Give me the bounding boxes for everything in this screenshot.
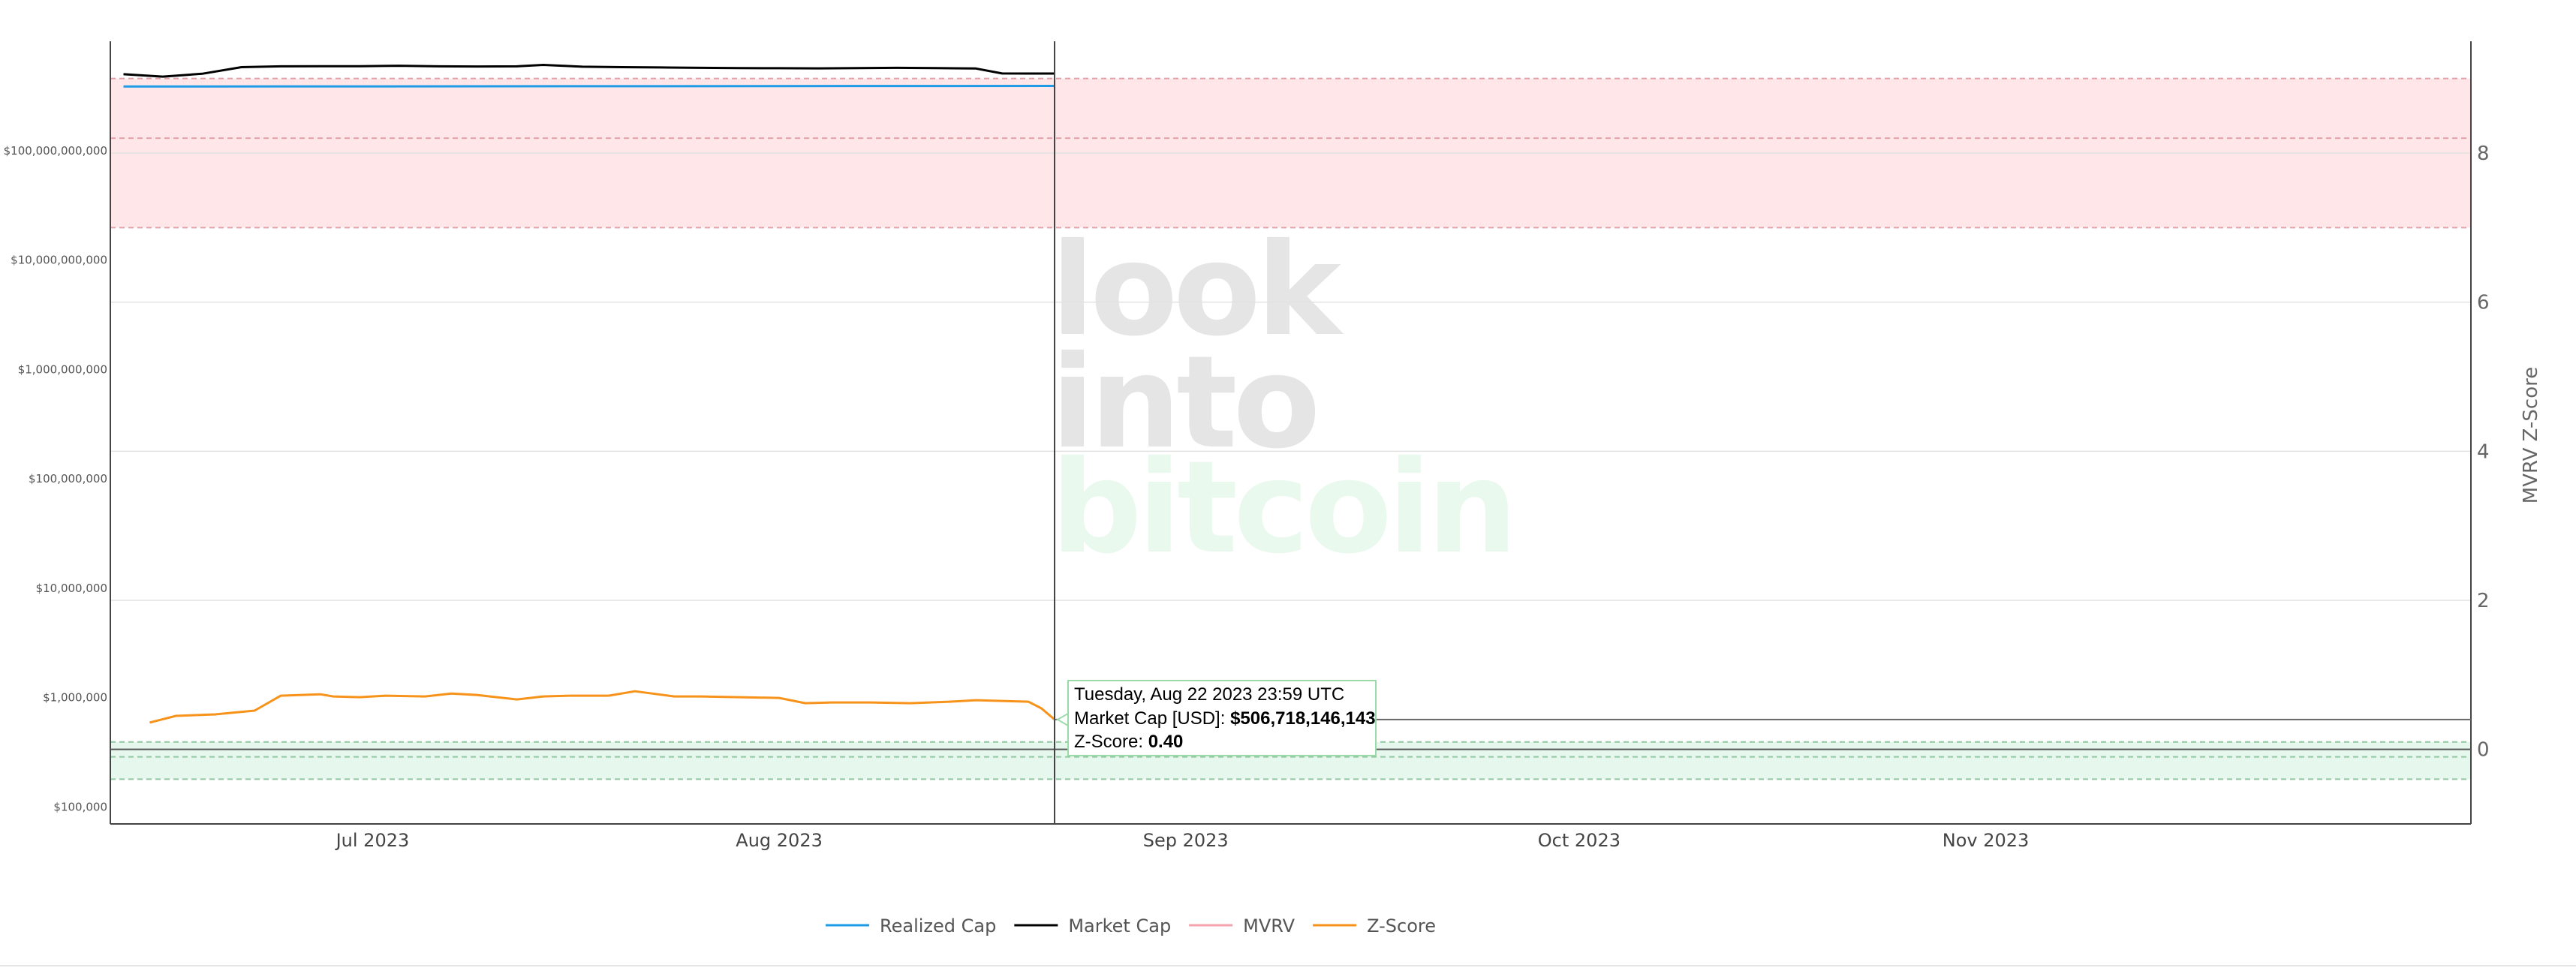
legend-label-mvrv: MVRV: [1243, 915, 1295, 936]
legend-item-market-cap[interactable]: Market Cap: [1014, 915, 1171, 936]
tooltip-market-cap: Market Cap [USD]: $506,718,146,143: [1074, 708, 1376, 729]
market-cap-line: [123, 64, 1055, 78]
right-axis-tick-label: 2: [2477, 590, 2490, 612]
left-axis-tick-label: $10,000,000,000: [11, 254, 107, 267]
x-axis-tick-label: Sep 2023: [1143, 830, 1229, 851]
legend: Realized Cap Market Cap MVRV Z-Score: [826, 915, 1436, 936]
tooltip-market-cap-value: $506,718,146,143: [1230, 708, 1376, 729]
tooltip-zscore-label: Z-Score:: [1074, 732, 1148, 752]
x-axis-tick-label: Oct 2023: [1538, 830, 1621, 851]
legend-item-realized-cap[interactable]: Realized Cap: [826, 915, 996, 936]
tooltip-zscore: Z-Score: 0.40: [1074, 732, 1183, 752]
right-axis-title: MVRV Z-Score: [2520, 367, 2542, 504]
legend-label-market-cap: Market Cap: [1068, 915, 1171, 936]
realized-cap-line: [123, 85, 1055, 88]
left-axis-tick-label: $1,000,000,000: [18, 362, 107, 376]
left-axis-tick-label: $100,000,000: [29, 472, 107, 486]
x-axis-tick-label: Aug 2023: [736, 830, 823, 851]
left-axis-tick-label: $1,000,000: [43, 691, 107, 705]
right-axis-tick-label: 4: [2477, 440, 2490, 463]
left-axis-tick-label: $10,000,000: [36, 582, 107, 595]
watermark: look into bitcoin: [1051, 216, 1518, 582]
watermark-into: into: [1051, 329, 1316, 477]
legend-label-z-score: Z-Score: [1367, 915, 1436, 936]
x-axis-tick-label: Jul 2023: [335, 830, 410, 851]
right-axis-tick-label: 0: [2477, 739, 2490, 762]
series-lines: [123, 64, 1055, 724]
legend-item-z-score[interactable]: Z-Score: [1313, 915, 1436, 936]
x-axis-tick-label: Nov 2023: [1943, 830, 2030, 851]
hover-crosshair: Tuesday, Aug 22 2023 23:59 UTC Market Cap…: [1054, 41, 2471, 824]
legend-label-realized-cap: Realized Cap: [880, 915, 996, 936]
watermark-bitcoin: bitcoin: [1051, 434, 1513, 582]
right-axis-tick-label: 8: [2477, 143, 2490, 165]
page-divider: [0, 965, 2576, 966]
tooltip-market-cap-label: Market Cap [USD]:: [1074, 708, 1230, 729]
left-axis-tick-label: $100,000,000,000: [4, 144, 107, 158]
watermark-look: look: [1051, 216, 1344, 365]
tooltip-zscore-value: 0.40: [1148, 732, 1184, 752]
gridlines: [110, 152, 2471, 601]
right-axis-tick-label: 6: [2477, 292, 2490, 314]
tooltip-date: Tuesday, Aug 22 2023 23:59 UTC: [1074, 684, 1344, 705]
tick-labels: $100,000 $1,000,000 $10,000,000 $100,000,00…: [4, 143, 2490, 851]
tooltip-pointer: [1055, 712, 1069, 727]
tooltip-box: [1067, 679, 1377, 756]
left-axis-tick-label: $100,000: [53, 800, 107, 813]
z-score-line: [149, 690, 1055, 724]
legend-item-mvrv[interactable]: MVRV: [1189, 915, 1296, 936]
